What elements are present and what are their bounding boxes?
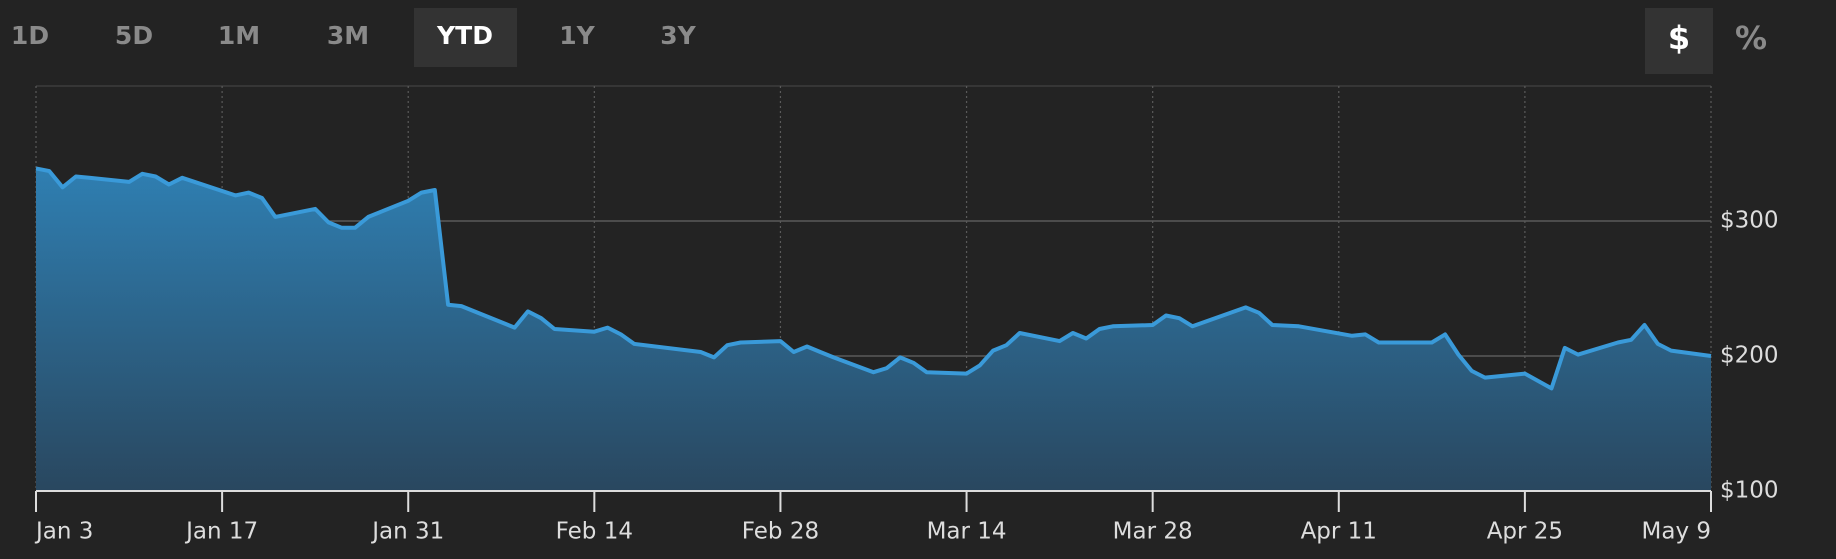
y-tick-label: $300 xyxy=(1720,208,1779,234)
area xyxy=(36,168,1711,491)
unit-button[interactable]: $ xyxy=(1668,19,1690,57)
range-button[interactable]: YTD xyxy=(436,21,493,50)
unit-button[interactable]: % xyxy=(1735,19,1767,57)
line xyxy=(35,166,1712,391)
range-button[interactable]: 5D xyxy=(115,21,153,50)
x-tick-label: Jan 17 xyxy=(184,519,258,545)
x-tick-label: Mar 28 xyxy=(1113,519,1193,545)
range-button[interactable]: 1Y xyxy=(559,21,595,50)
range-button[interactable]: 3Y xyxy=(660,21,696,50)
unit-button-bg[interactable] xyxy=(1645,8,1713,74)
x-tick-label: Feb 14 xyxy=(556,519,633,545)
y-tick-label: $100 xyxy=(1720,478,1779,504)
x-tick-label: May 9 xyxy=(1642,519,1712,545)
x-tick-label: Feb 28 xyxy=(742,519,819,545)
x-tick-label: Jan 3 xyxy=(34,519,93,545)
range-button-bg[interactable] xyxy=(414,8,517,67)
range-button[interactable]: 1D xyxy=(11,21,49,50)
x-tick-label: Jan 31 xyxy=(370,519,444,545)
x-tick-label: Apr 25 xyxy=(1487,519,1563,545)
x-tick-label: Mar 14 xyxy=(927,519,1007,545)
y-tick-label: $200 xyxy=(1720,343,1779,369)
range-button[interactable]: 1M xyxy=(218,21,260,50)
range-button[interactable]: 3M xyxy=(327,21,369,50)
x-tick-label: Apr 11 xyxy=(1301,519,1377,545)
